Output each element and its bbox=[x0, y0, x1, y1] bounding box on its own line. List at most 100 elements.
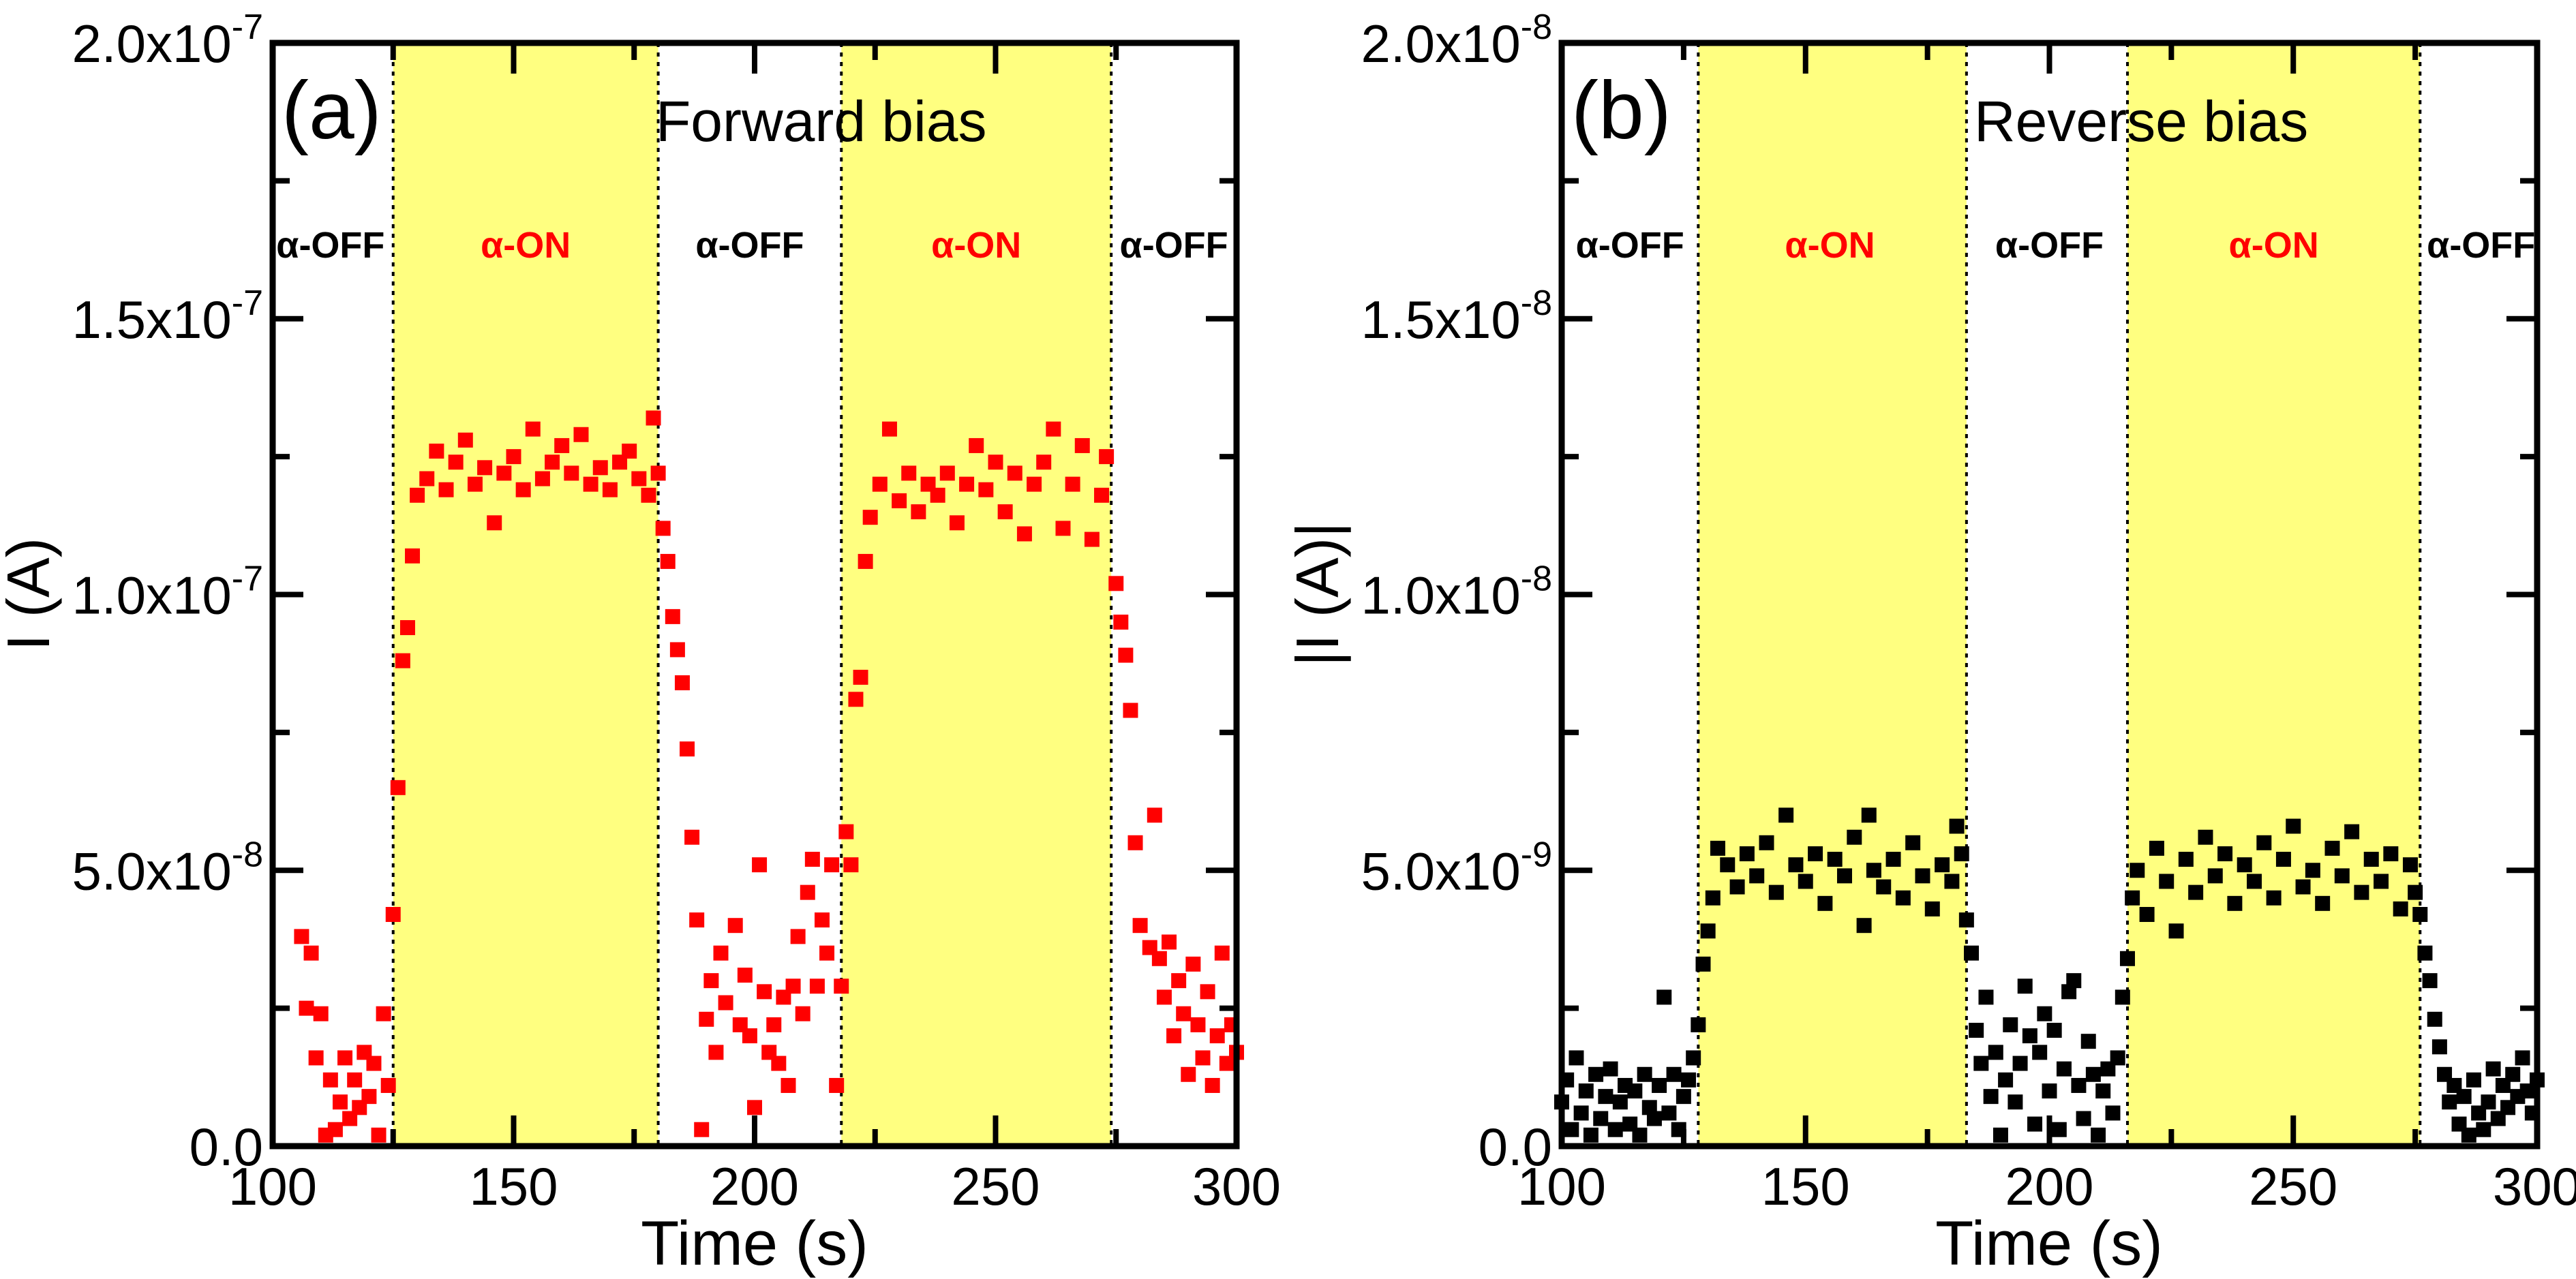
y-axis-title: |I (A)| bbox=[1284, 522, 1351, 666]
data-point bbox=[1885, 852, 1901, 867]
y-tick-mantissa: 5.0x10 bbox=[72, 841, 232, 901]
data-point bbox=[1705, 890, 1721, 906]
plot-area: α-OFF α-ON α-OFF α-ON α-OFF 100 150 200 250 300 0.… bbox=[1361, 7, 2576, 1216]
data-point bbox=[525, 421, 541, 437]
region-label: α-OFF bbox=[1995, 225, 2104, 266]
y-tick-label: 5.0x10-8 bbox=[72, 835, 263, 901]
data-point bbox=[1954, 846, 1969, 861]
data-point bbox=[674, 675, 690, 691]
data-point bbox=[2427, 1011, 2442, 1027]
data-point bbox=[2334, 868, 2350, 884]
data-point bbox=[2305, 863, 2320, 878]
y-tick-exponent: -8 bbox=[1521, 559, 1552, 599]
data-point bbox=[1729, 879, 1745, 895]
data-point bbox=[1147, 807, 1162, 823]
data-point bbox=[1998, 1072, 2014, 1088]
y-tick-exponent: -8 bbox=[232, 835, 263, 874]
data-point bbox=[2354, 884, 2369, 900]
data-point bbox=[1637, 1066, 1652, 1082]
data-point bbox=[2032, 1045, 2048, 1060]
region-label: α-OFF bbox=[1120, 225, 1228, 266]
data-point bbox=[872, 476, 888, 492]
y-tick-label: 2.0x10-7 bbox=[72, 7, 263, 74]
data-point bbox=[665, 608, 680, 624]
y-tick-exponent: -7 bbox=[232, 283, 263, 323]
data-point bbox=[1099, 449, 1115, 465]
data-point bbox=[554, 437, 570, 453]
data-point bbox=[843, 857, 859, 873]
data-point bbox=[2442, 1094, 2457, 1110]
data-point bbox=[1036, 454, 1052, 470]
data-point bbox=[2198, 829, 2213, 845]
data-point bbox=[2408, 884, 2423, 900]
data-point bbox=[747, 1100, 762, 1115]
data-point bbox=[713, 945, 729, 961]
x-tick-label: 100 bbox=[228, 1156, 317, 1216]
data-point bbox=[1808, 846, 1823, 861]
data-point bbox=[2046, 1023, 2062, 1038]
data-point bbox=[1578, 1083, 1594, 1099]
data-point bbox=[1074, 437, 1090, 453]
data-point bbox=[1046, 421, 1061, 437]
data-point bbox=[1720, 857, 1736, 873]
data-point bbox=[718, 995, 733, 1011]
data-point bbox=[1156, 989, 1172, 1005]
data-point bbox=[1569, 1050, 1584, 1066]
x-tick-label: 100 bbox=[1517, 1156, 1606, 1216]
data-point bbox=[2431, 1039, 2447, 1055]
data-point bbox=[2374, 874, 2389, 889]
data-point bbox=[1827, 852, 1843, 867]
data-point bbox=[848, 692, 864, 707]
data-point bbox=[327, 1122, 343, 1137]
data-point bbox=[1123, 703, 1138, 718]
x-tick-label: 150 bbox=[469, 1156, 558, 1216]
data-point bbox=[1094, 487, 1110, 503]
data-point bbox=[467, 476, 483, 492]
data-point bbox=[1695, 956, 1711, 972]
data-point bbox=[332, 1094, 348, 1110]
data-point bbox=[2095, 1083, 2111, 1099]
data-point bbox=[2402, 857, 2418, 873]
data-point bbox=[1983, 1089, 1999, 1105]
data-point bbox=[1749, 868, 1765, 884]
data-point bbox=[694, 1122, 710, 1137]
bias-annotation: Forward bias bbox=[656, 89, 987, 153]
data-point bbox=[703, 973, 719, 989]
data-point bbox=[901, 465, 917, 481]
data-point bbox=[655, 521, 671, 536]
data-point bbox=[506, 449, 521, 465]
data-point bbox=[395, 653, 410, 668]
panel-a: α-OFF α-ON α-OFF α-ON α-OFF 100 150 200 250 300 0.… bbox=[0, 7, 1281, 1278]
y-tick-exponent: -7 bbox=[232, 7, 263, 47]
data-point bbox=[2012, 1055, 2028, 1071]
data-point bbox=[545, 454, 560, 470]
data-point bbox=[1573, 1105, 1589, 1121]
data-point bbox=[1593, 1111, 1609, 1126]
data-point bbox=[1700, 923, 1716, 939]
data-point bbox=[1209, 1028, 1225, 1044]
data-point bbox=[2295, 879, 2311, 895]
data-point bbox=[2071, 1077, 2087, 1093]
shaded-region bbox=[841, 43, 1112, 1146]
data-point bbox=[1065, 476, 1080, 492]
data-point bbox=[2080, 1034, 2096, 1049]
data-point bbox=[1861, 807, 1877, 823]
data-point bbox=[1113, 614, 1129, 630]
data-point bbox=[1739, 846, 1755, 861]
data-point bbox=[1108, 576, 1124, 591]
data-point bbox=[2393, 901, 2408, 916]
x-tick-label: 200 bbox=[710, 1156, 799, 1216]
data-point bbox=[757, 984, 772, 1000]
region-label: α-OFF bbox=[695, 225, 804, 266]
data-point bbox=[766, 1017, 782, 1032]
data-point bbox=[1190, 1017, 1206, 1032]
data-point bbox=[2110, 1050, 2125, 1066]
data-point bbox=[1847, 829, 1862, 845]
data-point bbox=[2237, 857, 2252, 873]
data-point bbox=[2003, 1017, 2018, 1032]
data-point bbox=[385, 907, 401, 923]
y-tick-mantissa: 0.0 bbox=[190, 1117, 263, 1177]
data-point bbox=[1905, 835, 1921, 850]
data-point bbox=[1598, 1089, 1613, 1105]
data-point bbox=[892, 493, 907, 508]
